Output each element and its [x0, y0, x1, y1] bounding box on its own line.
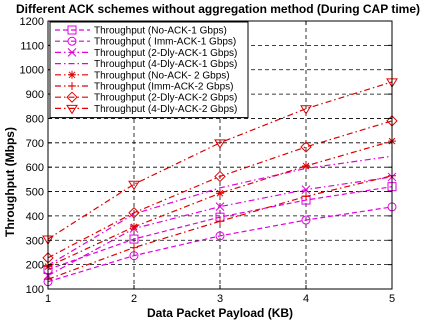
legend-item: Throughput ( Imm-ACK-1 Gbps) [55, 36, 236, 48]
y-axis-label: Throughput (Mbps) [3, 127, 17, 237]
data-point-square [67, 25, 77, 35]
data-point-diamond [128, 207, 140, 219]
y-tick-label: 1000 [20, 65, 44, 77]
y-tick-label: 1200 [20, 16, 44, 28]
data-point-triangle-down [66, 104, 78, 115]
legend-item: Throughput (4-Dly-ACK-1 Gbps) [55, 59, 237, 70]
data-point-diamond [300, 141, 312, 153]
legend-label: Throughput (4-Dly-ACK-2 Gbps) [94, 104, 237, 115]
x-axis-label: Data Packet Payload (KB) [147, 306, 293, 320]
data-point-plus [68, 82, 76, 90]
x-tick-label: 1 [45, 293, 51, 305]
chart-title: Different ACK schemes without aggregatio… [16, 2, 420, 16]
data-point-plus [130, 243, 138, 252]
x-tick-label: 3 [217, 293, 223, 305]
legend-label: Throughput (2-Dly-ACK-1 Gbps) [94, 48, 237, 59]
series-line [47, 206, 393, 283]
data-point-plus [216, 217, 224, 226]
data-point-circle [215, 231, 225, 241]
legend-label: Throughput (4-Dly-ACK-1 Gbps) [94, 59, 237, 70]
legend-label: Throughput (2-Dly-ACK-2 Gbps) [94, 93, 237, 104]
series-3 [47, 155, 393, 266]
data-point-star [130, 222, 138, 231]
data-point-star [302, 161, 310, 170]
data-point-square [129, 234, 139, 244]
series-line [47, 140, 393, 268]
series-line [47, 81, 393, 240]
legend-item: Throughput (Imm-ACK-2 Gbps) [55, 82, 234, 93]
data-point-circle [301, 215, 311, 225]
legend-label: Throughput (No-ACK-1 Gbps) [94, 26, 227, 37]
legend-label: Throughput (Imm-ACK-2 Gbps) [94, 82, 234, 93]
data-point-x [215, 202, 225, 212]
y-tick-label: 800 [26, 113, 44, 125]
data-point-circle [129, 251, 139, 261]
data-point-star [68, 70, 76, 79]
data-point-triangle-down [214, 139, 226, 149]
series-6 [42, 115, 398, 264]
x-tick-label: 4 [303, 293, 309, 305]
legend-item: Throughput (No-ACK-1 Gbps) [55, 25, 227, 37]
data-point-plus [302, 192, 310, 201]
y-tick-label: 100 [26, 284, 44, 296]
data-point-triangle-down [300, 105, 312, 115]
legend-label: Throughput (No-ACK- 2 Gbps) [94, 70, 230, 81]
data-point-star [216, 189, 224, 198]
x-tick-label: 5 [389, 293, 395, 305]
data-point-diamond [66, 91, 78, 103]
y-tick-label: 500 [26, 187, 44, 199]
series-line [47, 120, 393, 259]
data-point-triangle-down [128, 180, 140, 191]
y-tick-label: 300 [26, 235, 44, 247]
y-tick-label: 1100 [20, 40, 44, 52]
x-tick-label: 2 [131, 293, 137, 305]
y-tick-label: 900 [26, 89, 44, 101]
series-group [42, 78, 398, 287]
series-line [47, 155, 393, 266]
legend-item: Throughput (2-Dly-ACK-2 Gbps) [55, 91, 237, 104]
y-tick-label: 700 [26, 138, 44, 150]
legend-item: Throughput (2-Dly-ACK-1 Gbps) [55, 48, 237, 59]
y-tick-label: 400 [26, 211, 44, 223]
legend-label: Throughput ( Imm-ACK-1 Gbps) [94, 37, 236, 48]
y-tick-label: 200 [26, 260, 44, 272]
legend-item: Throughput (4-Dly-ACK-2 Gbps) [55, 104, 237, 115]
series-line [47, 175, 393, 280]
data-point-x [301, 185, 311, 194]
legend-box [49, 21, 249, 119]
series-7 [42, 78, 398, 245]
series-line [47, 186, 393, 271]
ticks: 100 200 300 400 500 600 700 800 900 1000 1100 1200 1… [20, 16, 396, 305]
legend: Throughput (No-ACK-1 Gbps)Throughput ( I… [49, 21, 249, 119]
legend-item: Throughput (No-ACK- 2 Gbps) [55, 70, 230, 81]
data-point-x [67, 48, 77, 57]
y-tick-label: 600 [26, 162, 44, 174]
data-point-diamond [214, 170, 226, 183]
data-point-circle [67, 36, 77, 46]
